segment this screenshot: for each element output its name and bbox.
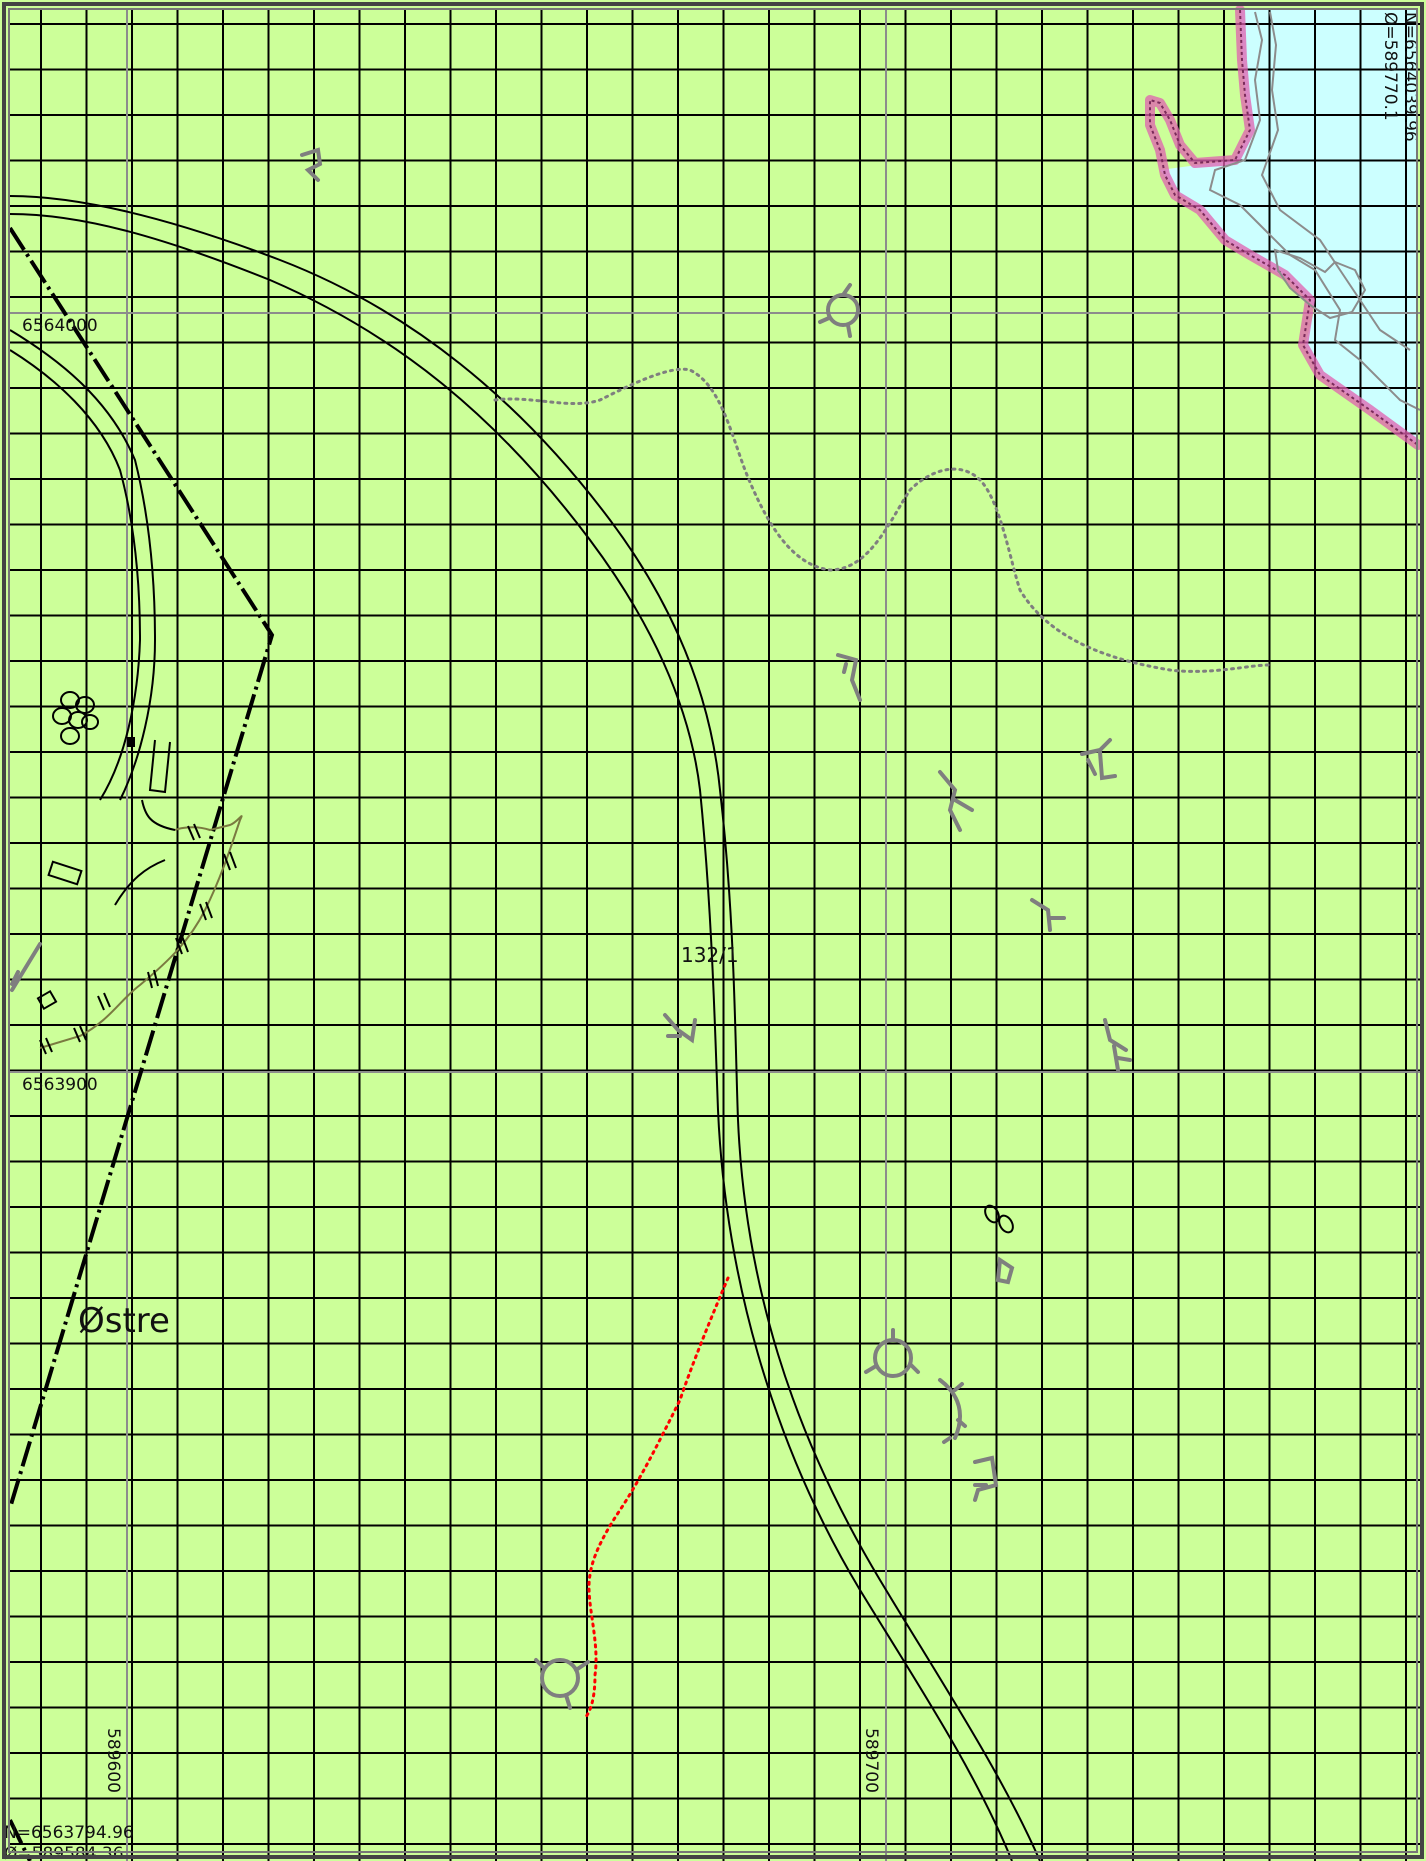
tree-symbol: [1080, 738, 1117, 781]
footpath-track: [583, 1276, 730, 1720]
terrain-symbols: [10, 147, 1132, 1710]
easting-label: 589700: [861, 1728, 881, 1793]
gate-symbol: [995, 1256, 1015, 1285]
marker-symbol: [973, 1455, 999, 1502]
small-building: [47, 860, 83, 886]
corner-label-bottom-left-north: N=6563794.96: [4, 1823, 134, 1843]
corner-label-top-right-north: N=6564039.96: [1400, 12, 1420, 142]
water-depth-lines: [1208, 11, 1421, 411]
fence-line: [39, 815, 243, 1055]
parcel-label: 132/1: [681, 943, 739, 967]
tree-symbol: [836, 653, 862, 702]
place-name-label: Østre: [78, 1301, 170, 1341]
northing-label: 6563900: [22, 1075, 98, 1095]
survey-point-symbol: [534, 1658, 590, 1710]
contour-line: [493, 367, 1270, 673]
rock-cluster-symbol: [52, 691, 1014, 1234]
northing-label: 6564000: [22, 316, 98, 336]
tree-symbol: [1030, 898, 1066, 932]
shoreline-line: [1149, 9, 1419, 446]
water-area: [1160, 10, 1418, 445]
secondary-road: [9, 329, 157, 801]
fence-post-symbol: [10, 942, 42, 992]
map-frame-inner-border: [8, 8, 1418, 1853]
corner-label-top-right-east: Ø=589770.1: [1380, 12, 1400, 121]
main-road: [9, 195, 1041, 1861]
survey-point-symbol: [864, 1328, 920, 1378]
tree-symbol: [1103, 1018, 1132, 1072]
fine-grid: [10, 10, 1420, 1861]
property-boundaries: [8, 226, 275, 1861]
small-building: [36, 989, 58, 1011]
survey-point-symbol: [818, 283, 860, 338]
tree-symbol: [663, 1013, 697, 1044]
tree-symbol: [300, 147, 323, 182]
coordinate-grid: [10, 10, 1420, 1861]
tree-symbol: [938, 1378, 967, 1444]
building-symbols: [36, 737, 176, 1011]
easting-label: 589600: [103, 1728, 123, 1793]
tree-symbol: [938, 770, 974, 832]
